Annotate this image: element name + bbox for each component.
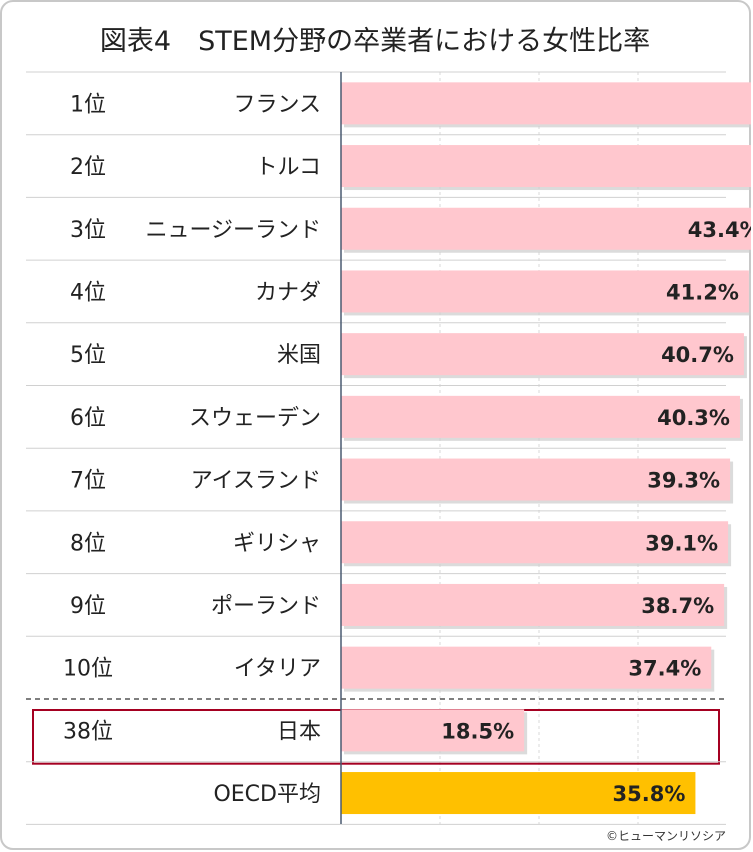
- rank-label: 7位: [70, 469, 106, 494]
- table-row: 9位 ポーランド 38.7%: [70, 583, 728, 629]
- table-row: 5位 米国 40.7%: [70, 333, 747, 379]
- country-label: 日本: [277, 719, 321, 744]
- data-label: 38.7%: [641, 594, 714, 618]
- rank-label: 3位: [70, 218, 106, 243]
- rank-label: 4位: [70, 280, 106, 305]
- bar: [341, 646, 712, 689]
- data-label: 40.3%: [657, 406, 730, 430]
- bar: [341, 270, 749, 313]
- country-label: スウェーデン: [189, 406, 321, 431]
- country-label: OECD平均: [213, 782, 321, 807]
- bar: [341, 82, 751, 125]
- bar: [341, 207, 751, 250]
- rank-label: 8位: [70, 531, 106, 556]
- country-label: トルコ: [255, 155, 321, 180]
- table-rows: 1位フランス53.8%2位トルコ50.8%3位ニュージーランド43.4%4位カナ…: [26, 71, 751, 825]
- country-label: 米国: [277, 343, 321, 368]
- rank-label: 6位: [70, 406, 106, 431]
- rank-label: 1位: [70, 92, 106, 117]
- country-label: ポーランド: [211, 594, 321, 619]
- data-label: 37.4%: [628, 657, 701, 681]
- country-label: ギリシャ: [233, 531, 321, 556]
- table-row: 7位 アイスランド 39.3%: [70, 458, 734, 504]
- country-label: フランス: [233, 92, 321, 117]
- data-label: 41.2%: [666, 280, 739, 304]
- data-label: 43.4%: [688, 218, 751, 242]
- table-row: 3位 ニュージーランド 43.4%: [70, 207, 751, 253]
- bar: [341, 145, 751, 188]
- table-row: OECD平均 35.8%: [213, 772, 696, 815]
- bar: [341, 333, 744, 376]
- data-label: 18.5%: [441, 719, 514, 743]
- table-row: 38位 日本 18.5%: [32, 709, 720, 765]
- rank-label: 9位: [70, 594, 106, 619]
- credit-label: ©ヒューマンリソシア: [606, 829, 726, 843]
- bar: [341, 709, 525, 752]
- data-label: 35.8%: [613, 782, 686, 806]
- rank-label: 10位: [63, 657, 113, 682]
- data-label: 39.3%: [647, 469, 720, 493]
- table-row: 8位 ギリシャ 39.1%: [70, 521, 732, 567]
- table-row: 1位フランス53.8%: [70, 82, 751, 128]
- table-row: 2位トルコ50.8%: [70, 145, 751, 191]
- country-label: イタリア: [234, 657, 321, 682]
- bar: [341, 521, 729, 564]
- table-row: 10位 イタリア 37.4%: [63, 646, 715, 692]
- rank-label: 38位: [63, 719, 113, 744]
- rank-label: 2位: [70, 155, 106, 180]
- bar: [341, 458, 731, 501]
- country-label: カナダ: [255, 280, 321, 305]
- bar: [341, 583, 725, 626]
- chart-title: 図表4 STEM分野の卒業者における女性比率: [100, 26, 650, 57]
- country-label: アイスランド: [191, 469, 321, 494]
- bar: [341, 772, 696, 815]
- country-label: ニュージーランド: [145, 218, 321, 243]
- bar: [341, 395, 740, 438]
- data-label: 40.7%: [661, 343, 734, 367]
- rank-label: 5位: [70, 343, 106, 368]
- table-row: 4位 カナダ 41.2%: [70, 270, 751, 316]
- table-row: 6位 スウェーデン 40.3%: [70, 395, 743, 441]
- data-label: 39.1%: [645, 531, 718, 555]
